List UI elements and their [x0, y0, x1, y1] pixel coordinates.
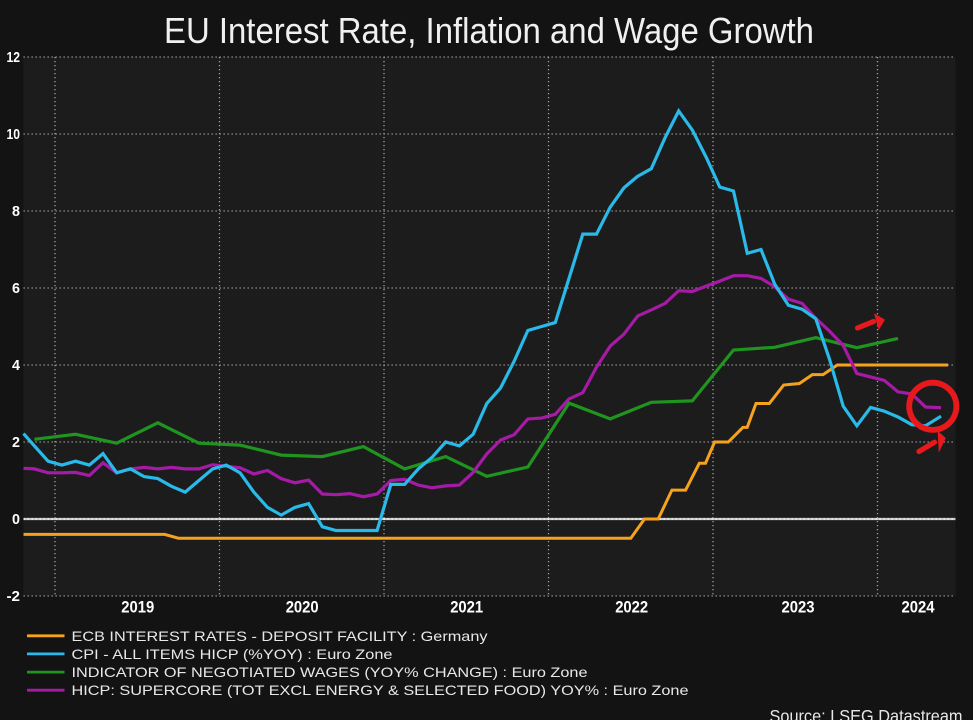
svg-text:Source: LSEG Datastream: Source: LSEG Datastream — [770, 706, 963, 720]
svg-text:6: 6 — [12, 281, 20, 297]
svg-text:HICP: SUPERCORE (TOT EXCL ENER: HICP: SUPERCORE (TOT EXCL ENERGY & SELEC… — [72, 682, 689, 698]
svg-text:12: 12 — [7, 50, 21, 66]
svg-text:EU Interest Rate, Inflation an: EU Interest Rate, Inflation and Wage Gro… — [164, 10, 814, 51]
svg-text:4: 4 — [12, 358, 20, 374]
svg-text:2020: 2020 — [286, 598, 319, 617]
svg-text:8: 8 — [12, 204, 20, 220]
svg-text:2: 2 — [12, 435, 20, 451]
svg-text:-2: -2 — [7, 589, 21, 605]
svg-text:2023: 2023 — [782, 598, 815, 617]
svg-text:10: 10 — [7, 127, 21, 143]
svg-text:0: 0 — [12, 512, 20, 528]
svg-text:2019: 2019 — [121, 598, 154, 617]
svg-text:2022: 2022 — [615, 598, 648, 617]
svg-text:ECB INTEREST RATES - DEPOSIT F: ECB INTEREST RATES - DEPOSIT FACILITY : … — [72, 628, 488, 644]
svg-text:2024: 2024 — [902, 598, 935, 617]
svg-text:2021: 2021 — [450, 598, 483, 617]
svg-text:CPI - ALL ITEMS HICP (%YOY) :: CPI - ALL ITEMS HICP (%YOY) : Euro Zone — [72, 646, 393, 662]
svg-text:INDICATOR OF NEGOTIATED WAGES: INDICATOR OF NEGOTIATED WAGES (YOY% CHAN… — [72, 664, 588, 680]
